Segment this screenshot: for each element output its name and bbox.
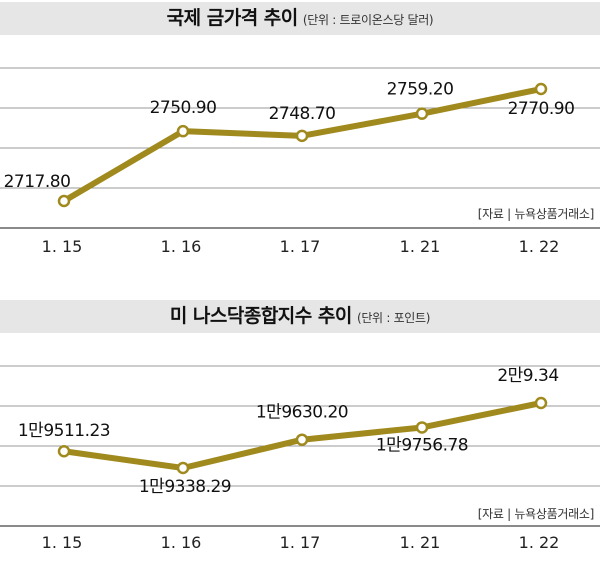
- data-point: [295, 433, 309, 446]
- x-tick-label: 1. 15: [42, 533, 83, 552]
- chart-title-bar: 미 나스닥종합지수 추이 (단위 : 포인트): [0, 300, 600, 333]
- nasdaq-plot: 1만9511.23 1만9338.29 1만9630.20 1만9756.78 2만9.…: [0, 365, 600, 552]
- data-label: 1만9338.29: [139, 477, 231, 497]
- x-tick-label: 1. 15: [42, 237, 83, 256]
- chart-source: [자료 | 뉴욕상품거래소]: [477, 507, 595, 521]
- data-point: [415, 107, 429, 120]
- data-point: [57, 444, 71, 458]
- data-label: 1만9511.23: [18, 421, 110, 441]
- x-tick-label: 1. 17: [280, 237, 321, 256]
- data-label: 2만9.34: [497, 366, 558, 386]
- x-tick-label: 1. 22: [519, 237, 560, 256]
- data-label: 2770.90: [508, 99, 575, 119]
- data-label: 1만9756.78: [376, 435, 468, 455]
- data-label: 2717.80: [4, 172, 71, 192]
- chart-unit: (단위 : 포인트): [356, 311, 431, 325]
- data-point: [57, 194, 71, 208]
- x-tick-label: 1. 16: [161, 533, 202, 552]
- chart-unit: (단위 : 트로이온스당 달러): [302, 13, 434, 27]
- chart-source: [자료 | 뉴욕상품거래소]: [477, 207, 595, 221]
- chart-title: 국제 금가격 추이: [166, 7, 299, 29]
- data-point: [295, 129, 309, 143]
- nasdaq-chart: 미 나스닥종합지수 추이 (단위 : 포인트) 1만9511.23 1만9338.…: [0, 300, 600, 565]
- data-point: [534, 82, 548, 96]
- data-label: 2759.20: [387, 80, 454, 100]
- data-point: [534, 396, 548, 410]
- x-tick-label: 1. 21: [400, 533, 441, 552]
- chart-title-bar: 국제 금가격 추이 (단위 : 트로이온스당 달러): [0, 2, 600, 35]
- data-point: [415, 421, 429, 434]
- data-label: 1만9630.20: [256, 403, 348, 423]
- x-tick-label: 1. 17: [280, 533, 321, 552]
- data-label: 2748.70: [269, 104, 336, 124]
- x-tick-label: 1. 16: [161, 237, 202, 256]
- gold-price-plot: 2717.80 2750.90 2748.70 2759.20 2770.90 1. 15…: [0, 67, 600, 256]
- data-point: [176, 124, 190, 138]
- gold-price-chart: 국제 금가격 추이 (단위 : 트로이온스당 달러) 2717.80 2750.9…: [0, 0, 600, 270]
- data-label: 2750.90: [150, 98, 217, 118]
- x-tick-label: 1. 22: [519, 533, 560, 552]
- chart-title: 미 나스닥종합지수 추이: [169, 305, 353, 327]
- x-tick-label: 1. 21: [400, 237, 441, 256]
- data-point: [176, 461, 190, 475]
